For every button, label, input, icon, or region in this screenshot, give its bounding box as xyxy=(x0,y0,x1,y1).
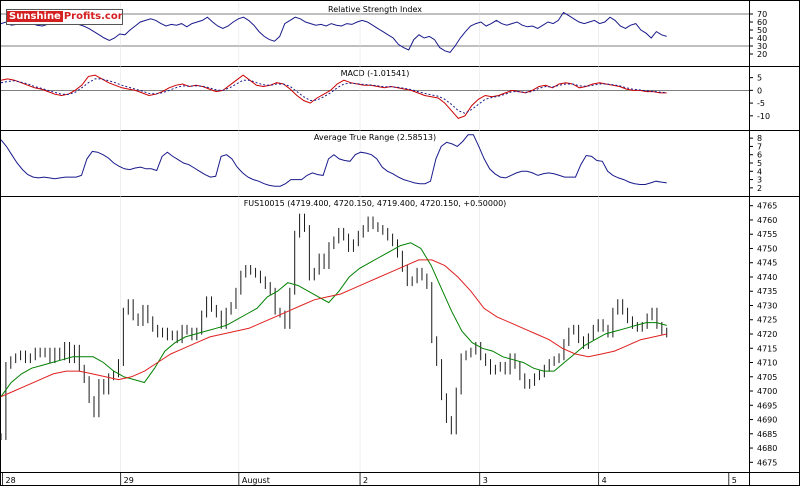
y-tick-label: 4725 xyxy=(757,316,777,325)
y-tick-label: 4685 xyxy=(757,430,777,439)
x-tick-label: 2 xyxy=(363,476,368,485)
y-tick-label: 50 xyxy=(757,26,767,35)
series-line xyxy=(0,259,667,398)
y-tick-label: 5 xyxy=(757,159,762,168)
series-line xyxy=(0,74,667,119)
x-tick-label: 28 xyxy=(5,476,15,485)
x-tick-label: 5 xyxy=(732,476,737,485)
y-tick-label: -5 xyxy=(757,99,765,108)
watermark-part1: Sunshine xyxy=(7,11,63,22)
y-tick-label: 20 xyxy=(757,50,767,59)
pane-2: MACD (-1.01541) -10 -5 0 5 xyxy=(0,66,800,130)
y-tick-label: 4710 xyxy=(757,359,777,368)
series-line xyxy=(0,134,667,187)
pane-title: FUS10015 (4719.400, 4720.150, 4719.400, … xyxy=(244,199,507,208)
y-tick-label: 5 xyxy=(757,74,762,83)
y-tick-label: 4735 xyxy=(757,287,777,296)
y-tick-label: 4720 xyxy=(757,330,777,339)
y-tick-label: 4730 xyxy=(757,301,777,310)
y-tick-label: 4690 xyxy=(757,416,777,425)
y-tick-label: 4755 xyxy=(757,230,777,239)
y-tick-label: 70 xyxy=(757,10,767,19)
y-tick-label: 4700 xyxy=(757,387,777,396)
y-tick-label: 30 xyxy=(757,42,767,51)
x-tick-label: August xyxy=(242,476,270,485)
pane-title: Relative Strength Index xyxy=(328,5,422,14)
y-tick-label: 6 xyxy=(757,151,762,160)
y-tick-label: -10 xyxy=(757,112,770,121)
x-tick-label: 29 xyxy=(124,476,134,485)
pane-4: FUS10015 (4719.400, 4720.150, 4719.400, … xyxy=(0,196,800,472)
y-tick-label: 60 xyxy=(757,18,767,27)
y-tick-label: 0 xyxy=(757,86,762,95)
y-tick-label: 4760 xyxy=(757,216,777,225)
x-tick-label: 3 xyxy=(483,476,488,485)
y-tick-label: 2 xyxy=(757,184,762,193)
pane-title: Average True Range (2.58513) xyxy=(314,133,436,142)
y-tick-label: 7 xyxy=(757,142,762,151)
y-tick-label: 4695 xyxy=(757,401,777,410)
y-tick-label: 4740 xyxy=(757,273,777,282)
x-tick-label: 4 xyxy=(602,476,607,485)
series-line xyxy=(0,242,667,397)
pane-title: MACD (-1.01541) xyxy=(341,69,410,78)
watermark-suffix: .com xyxy=(101,11,122,22)
y-tick-label: 4675 xyxy=(757,458,777,467)
y-tick-label: 4750 xyxy=(757,244,777,253)
y-tick-label: 4705 xyxy=(757,373,777,382)
y-tick-label: 4680 xyxy=(757,444,777,453)
y-tick-label: 3 xyxy=(757,176,762,185)
y-tick-label: 8 xyxy=(757,134,762,143)
series-line xyxy=(0,11,667,53)
x-axis: 28 29 August 2 3 4 5 xyxy=(0,472,800,486)
y-tick-label: 40 xyxy=(757,34,767,43)
watermark-part2: Profits xyxy=(63,11,102,22)
series-line xyxy=(0,78,667,114)
y-tick-label: 4745 xyxy=(757,259,777,268)
y-tick-label: 4 xyxy=(757,167,762,176)
y-tick-label: 4765 xyxy=(757,202,777,211)
y-tick-label: 4715 xyxy=(757,344,777,353)
